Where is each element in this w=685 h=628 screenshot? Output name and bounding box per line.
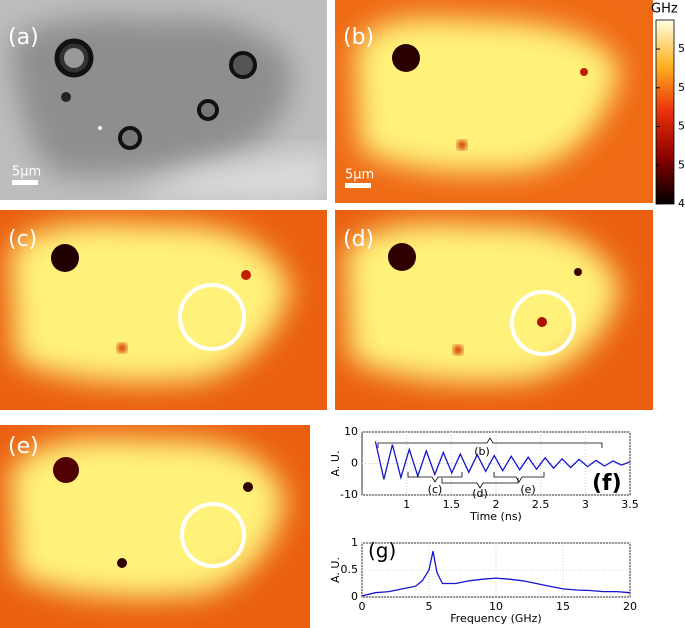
x-axis-label: Frequency (GHz)	[450, 612, 541, 625]
annotation: (c)	[428, 483, 443, 496]
colorbar-tick-label: 5.4	[678, 81, 685, 94]
annotation: (d)	[472, 487, 488, 500]
panel-e-map	[0, 425, 310, 628]
x-tick-label: 15	[556, 600, 570, 613]
panel-label: (a)	[8, 25, 39, 50]
data-line	[374, 441, 631, 481]
scale-bar-label: 5μm	[345, 168, 374, 183]
y-tick-label: 0	[351, 457, 358, 470]
x-tick-label: 5	[426, 600, 433, 613]
panel-label: (c)	[8, 227, 37, 252]
y-tick-label: 1	[351, 536, 358, 549]
x-tick-label: 3	[582, 498, 589, 511]
colorbar-tick-label: 4.8	[678, 197, 685, 210]
panel-label: (e)	[8, 434, 39, 459]
x-tick-label: 1	[403, 498, 410, 511]
panel-b-map	[335, 0, 653, 203]
panel-d-map	[335, 210, 653, 410]
annotation: (e)	[520, 483, 535, 496]
panel-c-map	[0, 210, 327, 410]
x-tick-label: 1.5	[443, 498, 461, 511]
x-tick-label: 3.5	[621, 498, 639, 511]
panel-a-image	[0, 0, 327, 200]
x-tick-label: 2.5	[532, 498, 550, 511]
panel-label: (b)	[343, 25, 374, 50]
x-axis-label: Time (ns)	[469, 510, 522, 523]
colorbar	[655, 19, 675, 205]
colorbar-tick-label: 5.6	[678, 42, 685, 55]
y-tick-label: 0	[351, 590, 358, 603]
panel-label: (d)	[343, 227, 374, 252]
scale-bar-label: 5μm	[12, 165, 41, 180]
x-tick-label: 0	[359, 600, 366, 613]
colorbar-tick-label: 5.2	[678, 120, 685, 133]
x-tick-label: 2	[493, 498, 500, 511]
x-tick-label: 20	[623, 600, 637, 613]
colorbar-title: GHz	[651, 2, 678, 17]
x-tick-label: 10	[489, 600, 503, 613]
brace	[441, 478, 519, 489]
y-tick-label: 0.5	[341, 563, 359, 576]
data-line	[361, 550, 631, 597]
brace	[377, 437, 603, 448]
colorbar-tick-label: 5	[678, 158, 685, 171]
panel-label: (f)	[592, 471, 622, 496]
panel-label: (g)	[368, 539, 396, 563]
y-axis-label: A. U.	[329, 451, 342, 477]
brace	[493, 472, 545, 483]
annotation: (b)	[474, 445, 490, 458]
y-tick-label: -10	[340, 488, 358, 501]
y-tick-label: 10	[344, 425, 358, 438]
y-axis-label: A. U.	[329, 557, 342, 583]
brace	[407, 472, 463, 483]
